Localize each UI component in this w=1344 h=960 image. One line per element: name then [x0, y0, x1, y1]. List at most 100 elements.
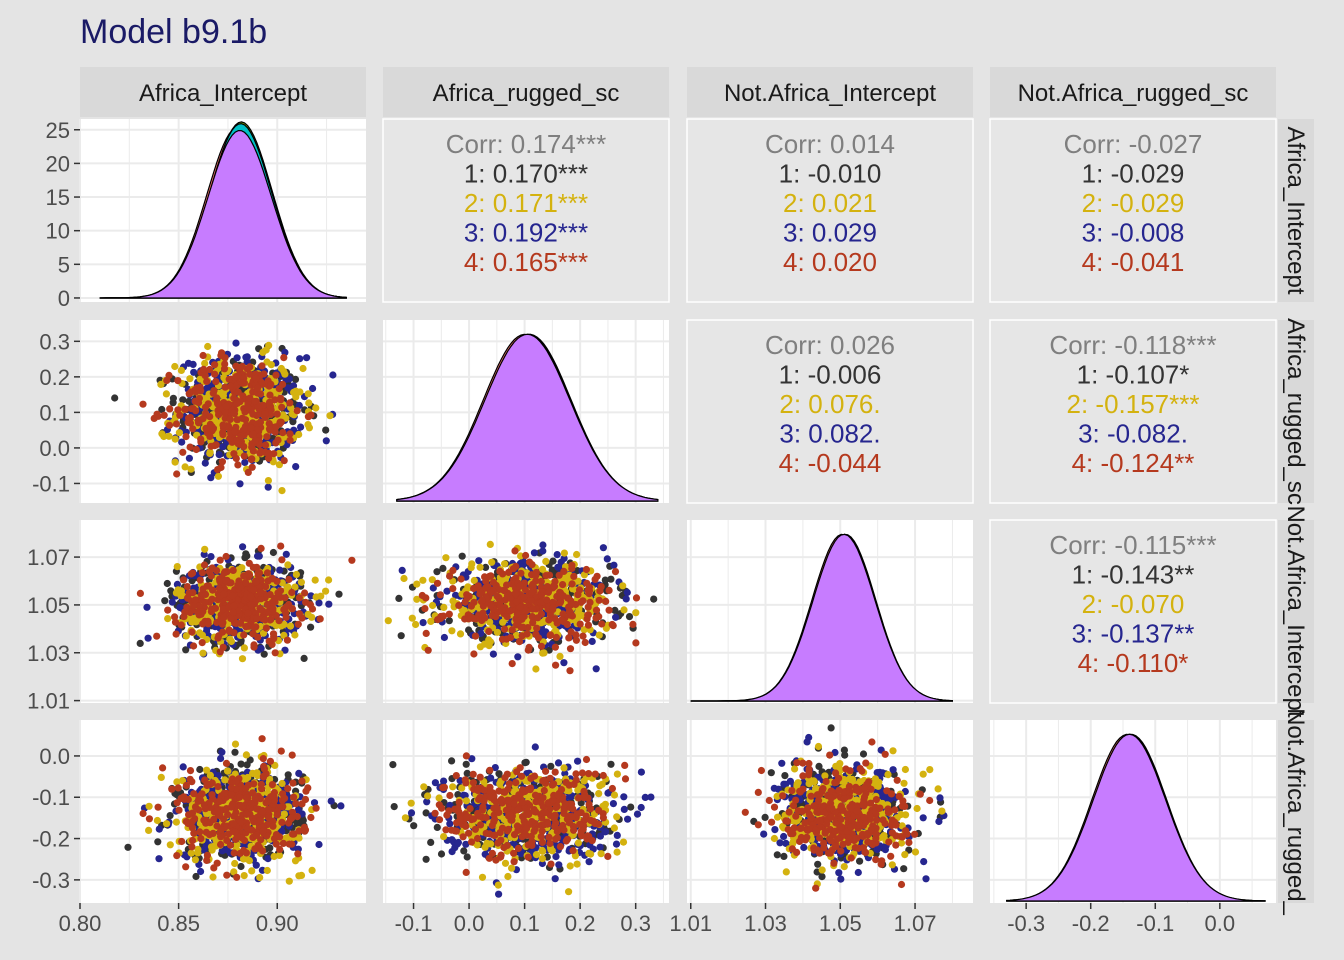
- scatter-point: [529, 605, 537, 613]
- scatter-point: [539, 541, 547, 549]
- scatter-point: [433, 568, 441, 576]
- correlation-label: 3: 0.029: [783, 218, 877, 248]
- scatter-point: [478, 596, 486, 604]
- scatter-point: [197, 835, 205, 843]
- scatter-point: [220, 613, 228, 622]
- scatter-point: [280, 457, 288, 465]
- scatter-point: [559, 581, 567, 589]
- scatter-point: [297, 871, 306, 880]
- scatter-point: [288, 751, 296, 759]
- scatter-point: [419, 619, 427, 627]
- column-strip-label: Africa_rugged_sc: [433, 80, 620, 107]
- scatter-point: [173, 563, 181, 571]
- scatter-point: [200, 816, 208, 824]
- scatter-point: [256, 449, 264, 457]
- scatter-point: [243, 810, 251, 818]
- scatter-point: [160, 432, 168, 441]
- scatter-point: [560, 554, 568, 563]
- scatter-point: [576, 620, 584, 628]
- scatter-point: [290, 388, 298, 396]
- correlation-label: 4: 0.165***: [464, 247, 588, 277]
- scatter-point: [595, 631, 603, 639]
- scatter-point: [307, 813, 315, 822]
- scatter-point: [206, 413, 214, 421]
- scatter-point: [257, 644, 265, 653]
- scatter-point: [445, 617, 453, 625]
- scatter-point: [632, 594, 641, 602]
- scatter-point: [264, 797, 272, 805]
- scatter-point: [552, 627, 560, 635]
- scatter-point: [286, 399, 294, 407]
- panel-3-0: [79, 720, 366, 903]
- scatter-point: [288, 830, 297, 838]
- scatter-point: [201, 545, 209, 553]
- row-strip: [1278, 320, 1314, 503]
- scatter-point: [485, 642, 493, 650]
- scatter-point: [180, 613, 188, 621]
- scatter-point: [172, 630, 180, 638]
- scatter-point: [165, 421, 174, 429]
- scatter-point: [225, 627, 233, 636]
- scatter-point: [231, 828, 239, 836]
- scatter-point: [278, 818, 286, 827]
- scatter-point: [436, 591, 444, 599]
- scatter-point: [174, 406, 182, 414]
- scatter-point: [282, 603, 290, 611]
- column-strip: [990, 67, 1276, 117]
- scatter-point: [605, 606, 613, 614]
- scatter-point: [537, 577, 545, 586]
- scatter-point: [173, 580, 181, 589]
- scatter-point: [250, 586, 258, 594]
- scatter-point: [250, 818, 258, 826]
- scatter-point: [527, 597, 536, 605]
- scatter-point: [534, 634, 543, 642]
- scatter-point: [302, 787, 310, 795]
- scatter-point: [222, 759, 231, 768]
- density-curve: [396, 333, 659, 502]
- scatter-point: [293, 407, 301, 415]
- scatter-point: [253, 615, 261, 623]
- scatter-point: [264, 483, 272, 491]
- scatter-point: [650, 595, 658, 603]
- scatter-point: [622, 595, 630, 603]
- scatter-point: [200, 365, 208, 373]
- scatter-point: [266, 844, 274, 852]
- column-strip: [383, 67, 669, 117]
- scatter-point: [463, 594, 471, 602]
- scatter-point: [449, 597, 457, 605]
- scatter-point: [477, 629, 485, 638]
- scatter-point: [204, 342, 212, 351]
- scatter-point: [204, 620, 212, 628]
- scatter-point: [171, 618, 180, 626]
- scatter-point: [139, 400, 147, 408]
- scatter-point: [254, 384, 262, 392]
- scatter-point: [584, 611, 592, 619]
- scatter-point: [220, 365, 229, 373]
- scatter-point: [286, 436, 294, 444]
- scatter-point: [191, 596, 199, 604]
- scatter-point: [252, 578, 260, 586]
- scatter-point: [231, 740, 240, 748]
- scatter-point: [279, 803, 287, 811]
- scatter-point: [449, 585, 457, 593]
- scatter-point: [538, 565, 547, 573]
- scatter-point: [484, 583, 492, 591]
- scatter-point: [568, 580, 576, 588]
- scatter-point: [588, 637, 596, 646]
- scatter-point: [277, 418, 285, 426]
- scatter-point: [249, 430, 257, 438]
- scatter-point: [309, 384, 317, 393]
- scatter-point: [322, 426, 330, 434]
- scatter-point: [540, 649, 548, 657]
- scatter-point: [157, 380, 165, 388]
- scatter-point: [558, 616, 566, 625]
- scatter-point: [303, 354, 311, 362]
- scatter-point: [248, 826, 256, 834]
- scatter-point: [233, 399, 241, 407]
- scatter-point: [272, 831, 280, 839]
- scatter-point: [511, 547, 519, 555]
- scatter-point: [182, 405, 190, 413]
- scatter-point: [619, 582, 627, 590]
- scatter-point: [584, 603, 592, 611]
